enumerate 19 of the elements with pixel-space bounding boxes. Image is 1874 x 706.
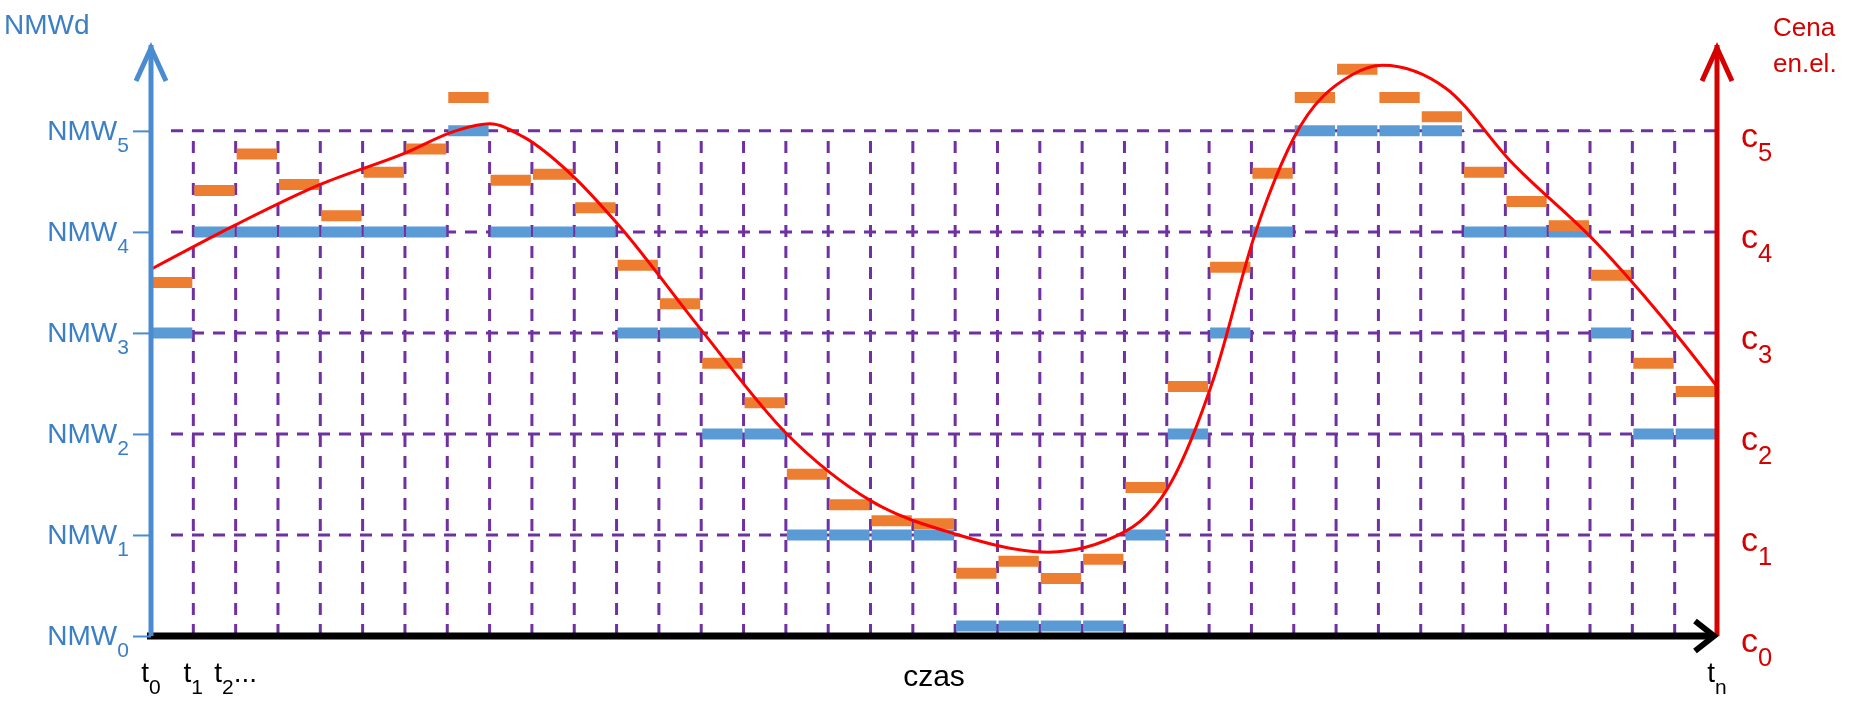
y2-tick-label: c$_{3}$ xyxy=(1741,317,1773,368)
y-tick-label: NMW$_{2}$ xyxy=(47,418,129,459)
y-tick-label: NMW$_{4}$ xyxy=(47,216,130,257)
y-tick-label: NMW$_{3}$ xyxy=(47,317,129,358)
y-axis-title: NMWd xyxy=(4,9,90,40)
y-tick-label: NMW$_{0}$ xyxy=(47,620,129,661)
y-tick-label: NMW$_{5}$ xyxy=(47,115,129,156)
y2-tick-label: c$_{5}$ xyxy=(1741,115,1773,166)
x-tick-label: t$_{2}$... xyxy=(214,657,258,698)
y2-tick-label: c$_{0}$ xyxy=(1741,621,1773,671)
y-tick-label: NMW$_{1}$ xyxy=(47,519,129,560)
x-axis-title: czas xyxy=(903,659,965,692)
y2-tick-label: c$_{4}$ xyxy=(1741,216,1773,267)
y2-tick-label: c$_{1}$ xyxy=(1741,519,1773,570)
y2-axis-title: Cena en.el. xyxy=(1773,12,1837,78)
x-tick-label: t$_{0}$ xyxy=(141,657,161,698)
y2-tick-label: c$_{2}$ xyxy=(1741,418,1773,469)
x-tick-label: t$_{n}$ xyxy=(1707,657,1727,698)
x-tick-label: t$_{1}$ xyxy=(183,657,204,698)
